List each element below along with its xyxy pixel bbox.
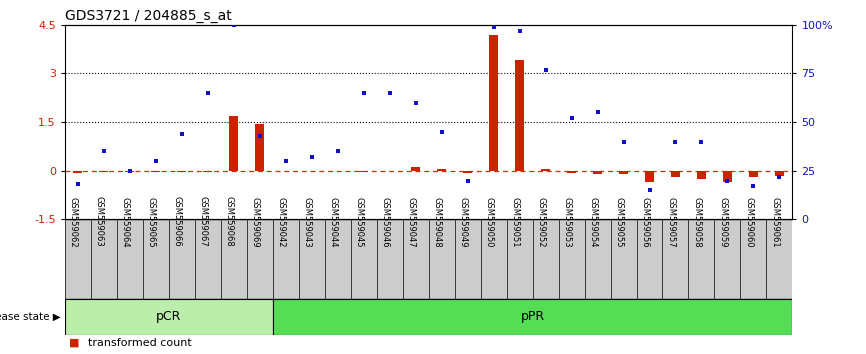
Text: GSM559063: GSM559063: [95, 196, 104, 247]
Point: [435, 129, 449, 135]
Bar: [619, 171, 628, 174]
Bar: [65, 299, 273, 335]
Point: [513, 28, 527, 33]
Text: GSM559049: GSM559049: [459, 196, 468, 247]
Point: [669, 139, 682, 144]
Text: GSM559055: GSM559055: [615, 196, 624, 247]
Text: GSM559054: GSM559054: [589, 196, 598, 247]
Bar: [411, 167, 420, 171]
Text: pCR: pCR: [156, 310, 182, 323]
Text: GSM559067: GSM559067: [199, 196, 208, 247]
Point: [565, 115, 578, 121]
Point: [175, 131, 189, 137]
Bar: [100, 171, 108, 172]
Bar: [178, 171, 186, 172]
Bar: [775, 171, 784, 176]
Text: GSM559062: GSM559062: [69, 196, 78, 247]
Text: ■: ■: [69, 338, 80, 348]
Bar: [749, 171, 758, 177]
Text: GSM559046: GSM559046: [381, 196, 390, 247]
Text: GSM559064: GSM559064: [121, 196, 130, 247]
Text: GSM559059: GSM559059: [719, 196, 727, 247]
Bar: [671, 171, 680, 177]
Text: GSM559060: GSM559060: [745, 196, 753, 247]
Point: [721, 178, 734, 183]
Bar: [359, 171, 368, 172]
Point: [539, 67, 553, 72]
Point: [331, 149, 345, 154]
Text: GSM559061: GSM559061: [771, 196, 779, 247]
Text: GSM559047: GSM559047: [407, 196, 416, 247]
Bar: [593, 171, 602, 174]
Bar: [273, 299, 792, 335]
Text: GSM559068: GSM559068: [225, 196, 234, 247]
Point: [149, 158, 163, 164]
Point: [746, 183, 760, 189]
Point: [97, 149, 111, 154]
Point: [643, 187, 656, 193]
Bar: [697, 171, 706, 179]
Point: [591, 110, 604, 115]
Point: [357, 90, 371, 96]
Text: GSM559069: GSM559069: [251, 196, 260, 247]
Point: [279, 158, 293, 164]
Point: [305, 154, 319, 160]
Bar: [489, 34, 498, 171]
Bar: [126, 171, 134, 172]
Text: GSM559056: GSM559056: [641, 196, 650, 247]
Text: GSM559050: GSM559050: [485, 196, 494, 247]
Bar: [567, 171, 576, 173]
Text: GSM559066: GSM559066: [173, 196, 182, 247]
Text: GSM559052: GSM559052: [537, 196, 546, 247]
Point: [71, 182, 85, 187]
Text: GSM559043: GSM559043: [303, 196, 312, 247]
Point: [461, 178, 475, 183]
Text: GDS3721 / 204885_s_at: GDS3721 / 204885_s_at: [65, 9, 232, 23]
Text: GSM559051: GSM559051: [511, 196, 520, 247]
Bar: [541, 169, 550, 171]
Text: disease state ▶: disease state ▶: [0, 312, 61, 322]
Bar: [229, 116, 238, 171]
Point: [253, 133, 267, 138]
Text: pPR: pPR: [520, 310, 545, 323]
Point: [617, 139, 630, 144]
Bar: [723, 171, 732, 182]
Bar: [515, 61, 524, 171]
Bar: [437, 169, 446, 171]
Point: [201, 90, 215, 96]
Point: [409, 100, 423, 105]
Text: GSM559053: GSM559053: [563, 196, 572, 247]
Point: [227, 22, 241, 28]
Text: GSM559045: GSM559045: [355, 196, 364, 247]
Bar: [152, 171, 160, 172]
Text: GSM559042: GSM559042: [277, 196, 286, 247]
Text: GSM559065: GSM559065: [147, 196, 156, 247]
Point: [123, 168, 137, 173]
Text: GSM559048: GSM559048: [433, 196, 442, 247]
Point: [772, 174, 786, 179]
Point: [383, 90, 397, 96]
Bar: [463, 171, 472, 173]
Bar: [255, 124, 264, 171]
Text: GSM559057: GSM559057: [667, 196, 675, 247]
Point: [695, 139, 708, 144]
Text: transformed count: transformed count: [88, 338, 192, 348]
Bar: [74, 171, 82, 173]
Point: [487, 24, 501, 29]
Bar: [645, 171, 654, 182]
Bar: [204, 171, 212, 172]
Text: GSM559058: GSM559058: [693, 196, 701, 247]
Text: GSM559044: GSM559044: [329, 196, 338, 247]
